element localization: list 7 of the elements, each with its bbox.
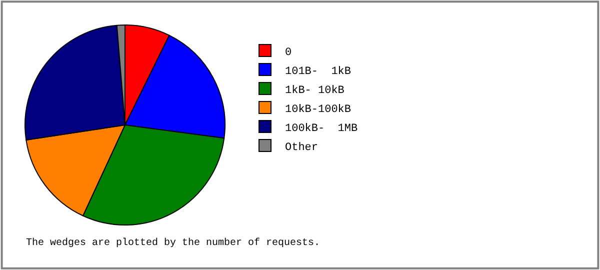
legend-label: 100kB- 1MB (285, 122, 358, 135)
legend-label: 0 (285, 46, 292, 59)
text: The wedges are plotted by the number of requests. (26, 237, 320, 249)
legend-label: 1kB- 10kB (285, 84, 345, 97)
legend-label: 10kB-100kB (285, 104, 352, 116)
legend-label: Other (285, 142, 318, 154)
legend-label: 101B- 1kB (285, 66, 352, 78)
